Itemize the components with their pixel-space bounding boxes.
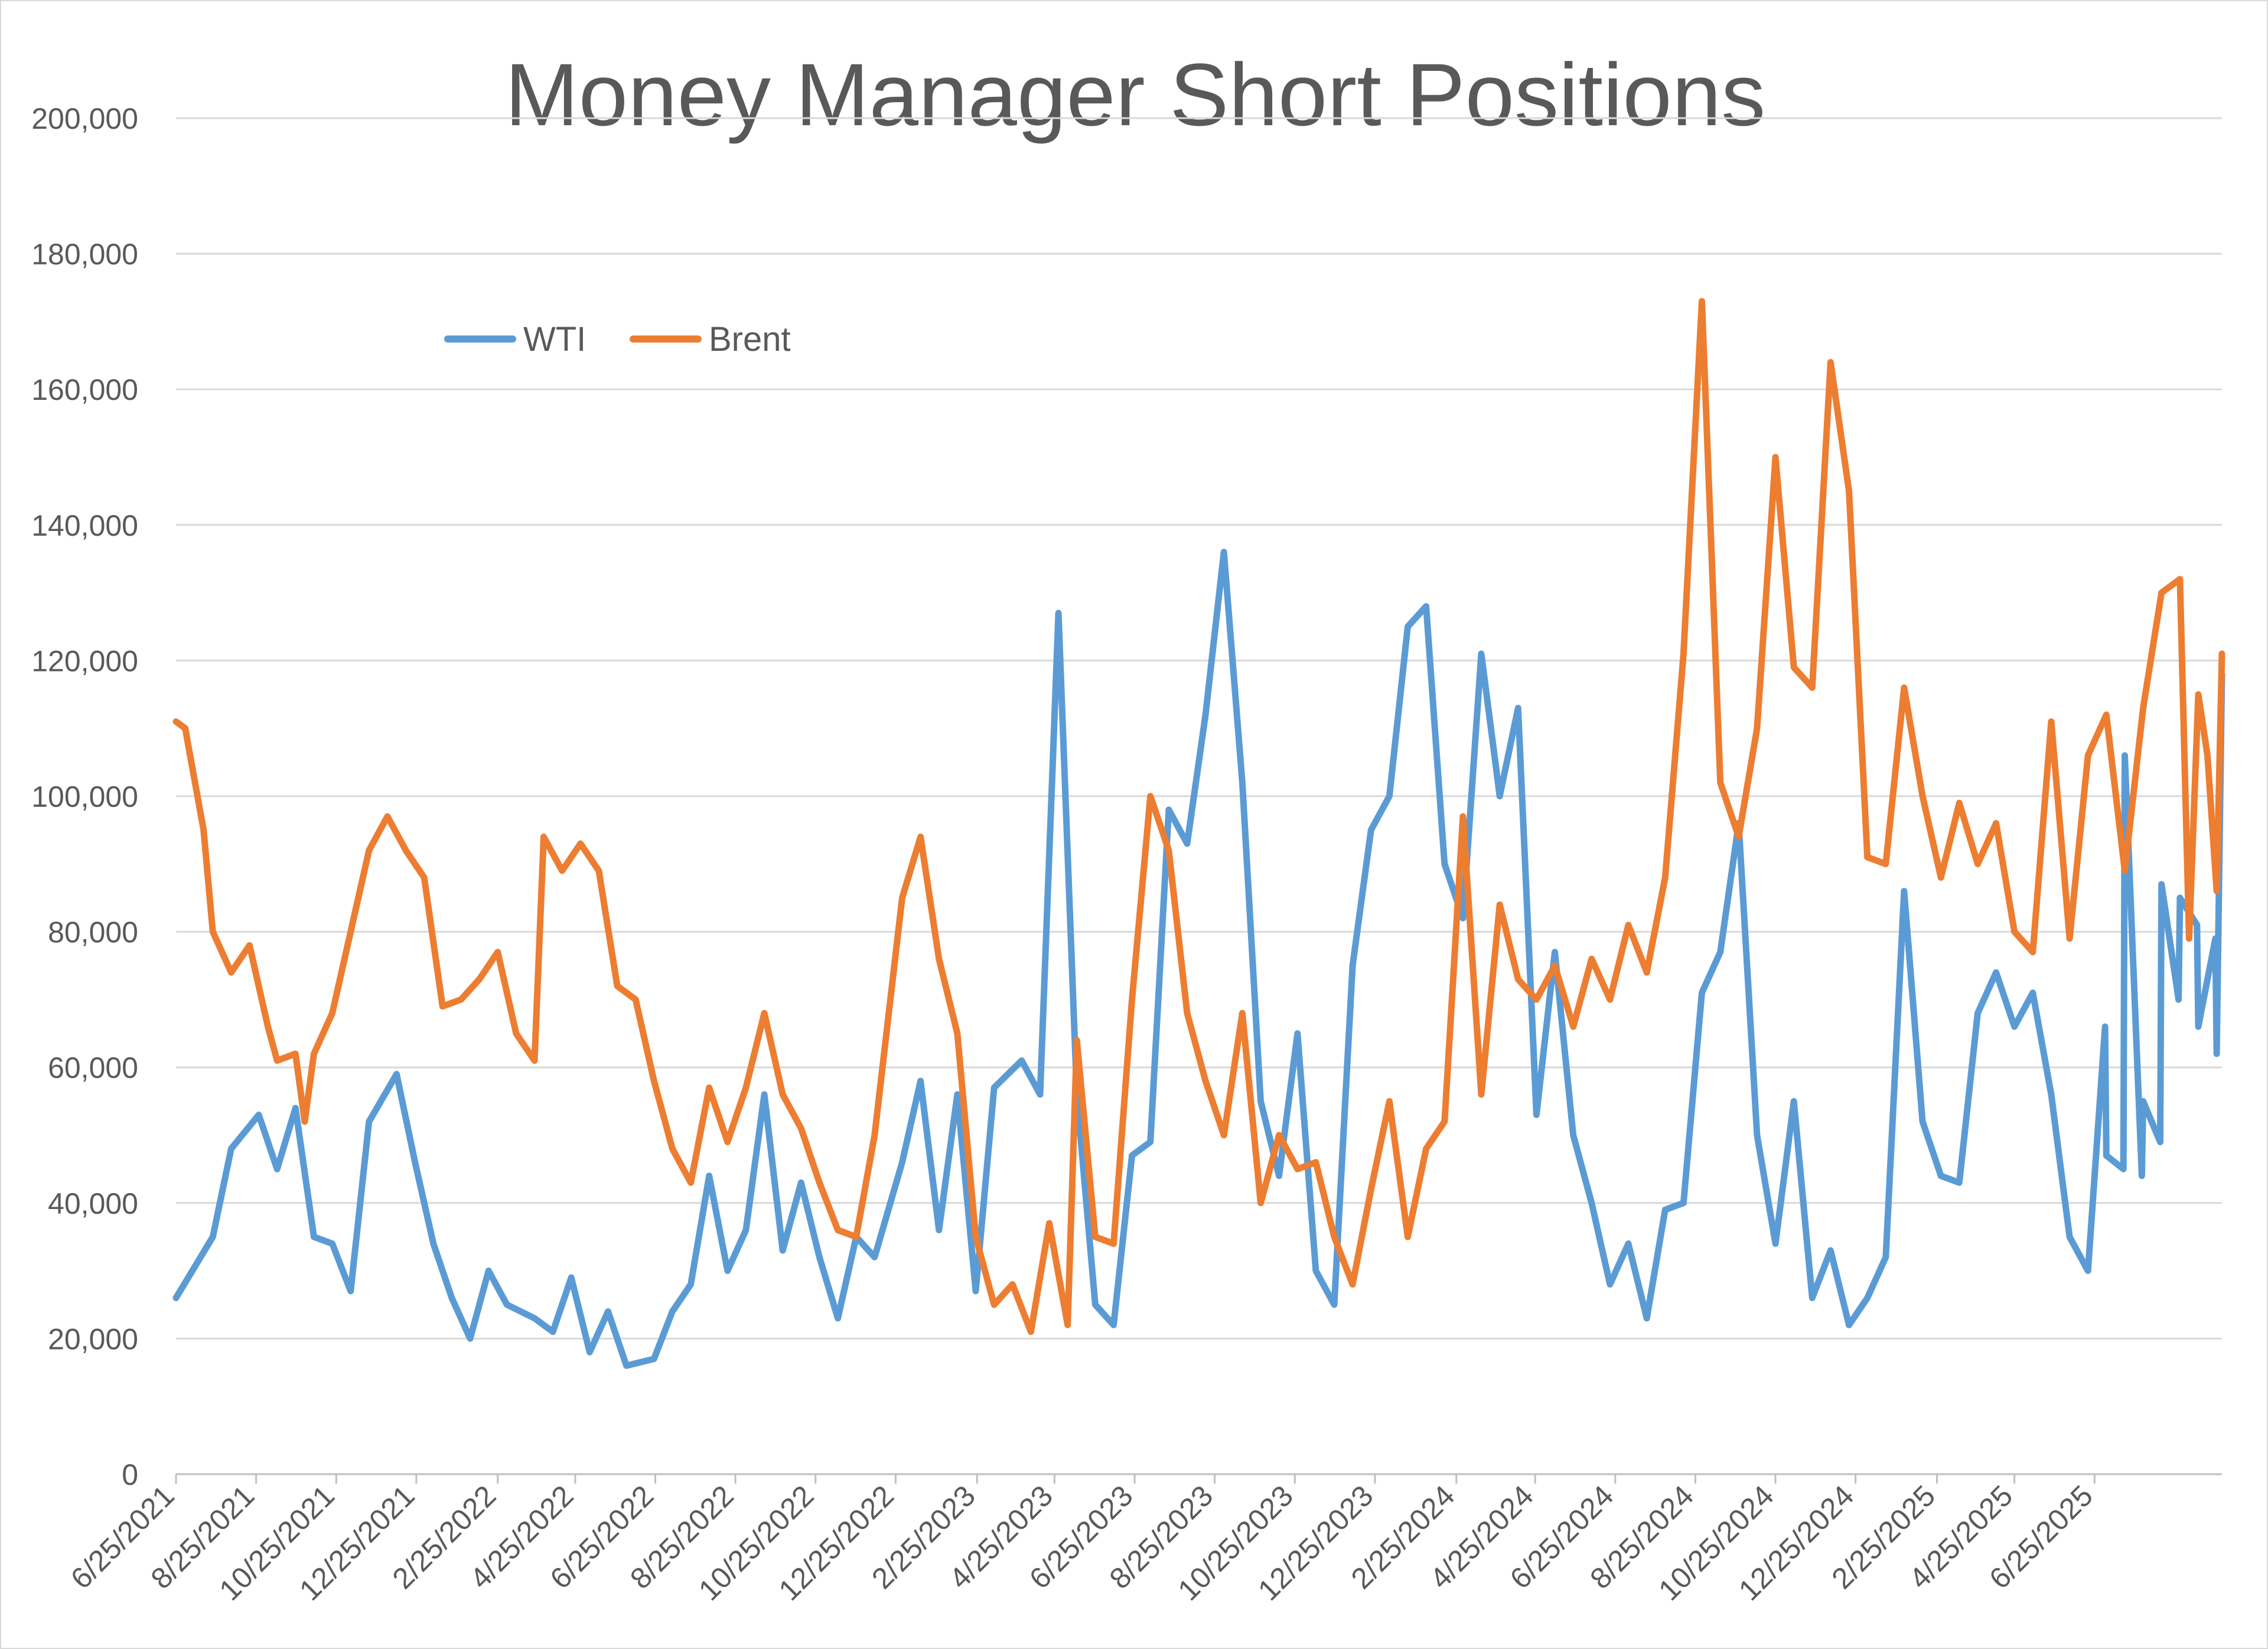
y-tick-label: 80,000 [48,916,138,949]
legend-label-brent: Brent [709,320,791,359]
y-tick-label: 60,000 [48,1051,138,1084]
gridlines [175,117,2222,1484]
y-tick-label: 120,000 [31,644,138,677]
x-axis-tick-labels: 6/25/20218/25/202110/25/202112/25/20212/… [64,1479,2099,1607]
y-tick-label: 140,000 [31,509,138,542]
y-tick-label: 20,000 [48,1322,138,1355]
series-line-wti [172,549,2225,1369]
y-tick-label: 160,000 [31,373,138,406]
series-line-brent [172,298,2225,1335]
legend: WTI Brent [444,320,791,359]
legend-label-wti: WTI [523,320,586,359]
y-tick-label: 180,000 [31,238,138,271]
y-tick-label: 200,000 [31,102,138,135]
chart-title: Money Manager Short Positions [505,45,1765,144]
y-tick-label: 40,000 [48,1187,138,1220]
series-lines [172,298,2225,1369]
y-tick-label: 100,000 [31,780,138,813]
y-axis-tick-labels: 0 20,000 40,000 60,000 80,000 100,000 120,000 1… [31,102,138,1491]
y-tick-label: 0 [122,1458,138,1491]
